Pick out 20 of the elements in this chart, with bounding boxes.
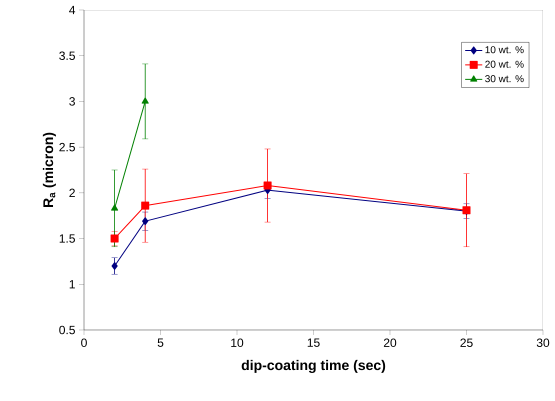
x-axis-title: dip-coating time (sec) [242, 360, 386, 373]
x-tick-label: 10 [231, 338, 244, 348]
y-tick-label: 3 [69, 97, 75, 106]
x-tick-label: 20 [384, 338, 396, 348]
y-tick-label: 4 [69, 6, 76, 14]
y-tick-label: 1 [70, 280, 75, 288]
y-axis-title: R$_{a}$ (micron) [42, 132, 56, 208]
x-tick-label: 0 [81, 338, 87, 348]
y-tick-label: 3.5 [59, 51, 75, 60]
y-tick-label: 2.5 [59, 142, 75, 152]
x-tick-label: 5 [158, 338, 164, 347]
legend-label: 20 wt. % [485, 60, 524, 68]
x-tick-label: 25 [460, 338, 473, 348]
legend-label: 30 wt. % [485, 75, 524, 82]
y-tick-label: 2 [69, 188, 75, 198]
y-tick-label: 1.5 [60, 234, 75, 243]
legend-label: 10 wt. % [486, 46, 524, 54]
y-tick-label: 0.5 [59, 326, 75, 334]
x-tick-label: 15 [308, 338, 320, 347]
x-tick-label: 30 [536, 338, 550, 348]
